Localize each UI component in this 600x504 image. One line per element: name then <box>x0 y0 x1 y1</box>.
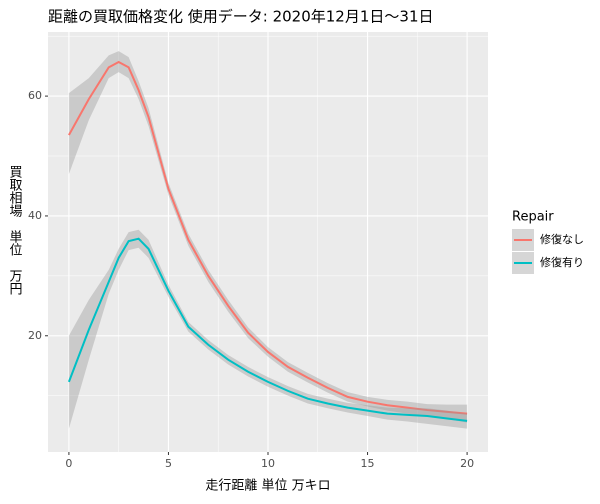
confidence-band <box>68 229 468 429</box>
confidence-band <box>68 51 468 423</box>
legend-label: 修復なし <box>540 232 584 246</box>
x-tick-label: 15 <box>361 457 375 470</box>
x-tick-label: 10 <box>261 457 275 470</box>
line <box>68 60 468 415</box>
y-axis-label: 買取相場 単位 万円 <box>7 165 23 295</box>
x-tick-label: 20 <box>460 457 474 470</box>
y-tick-label: 20 <box>28 329 42 342</box>
x-axis-label: 走行距離 単位 万キロ <box>205 478 330 494</box>
legend-label: 修復有り <box>540 255 584 269</box>
chart-title: 距離の買取価格変化 使用データ: 2020年12月1日～31日 <box>48 8 433 26</box>
legend-title: Repair <box>512 210 554 225</box>
x-tick-label: 5 <box>165 457 172 470</box>
y-tick-label: 40 <box>28 209 42 222</box>
x-tick-label: 0 <box>65 457 72 470</box>
y-tick-label: 60 <box>28 89 42 102</box>
line <box>67 237 468 422</box>
